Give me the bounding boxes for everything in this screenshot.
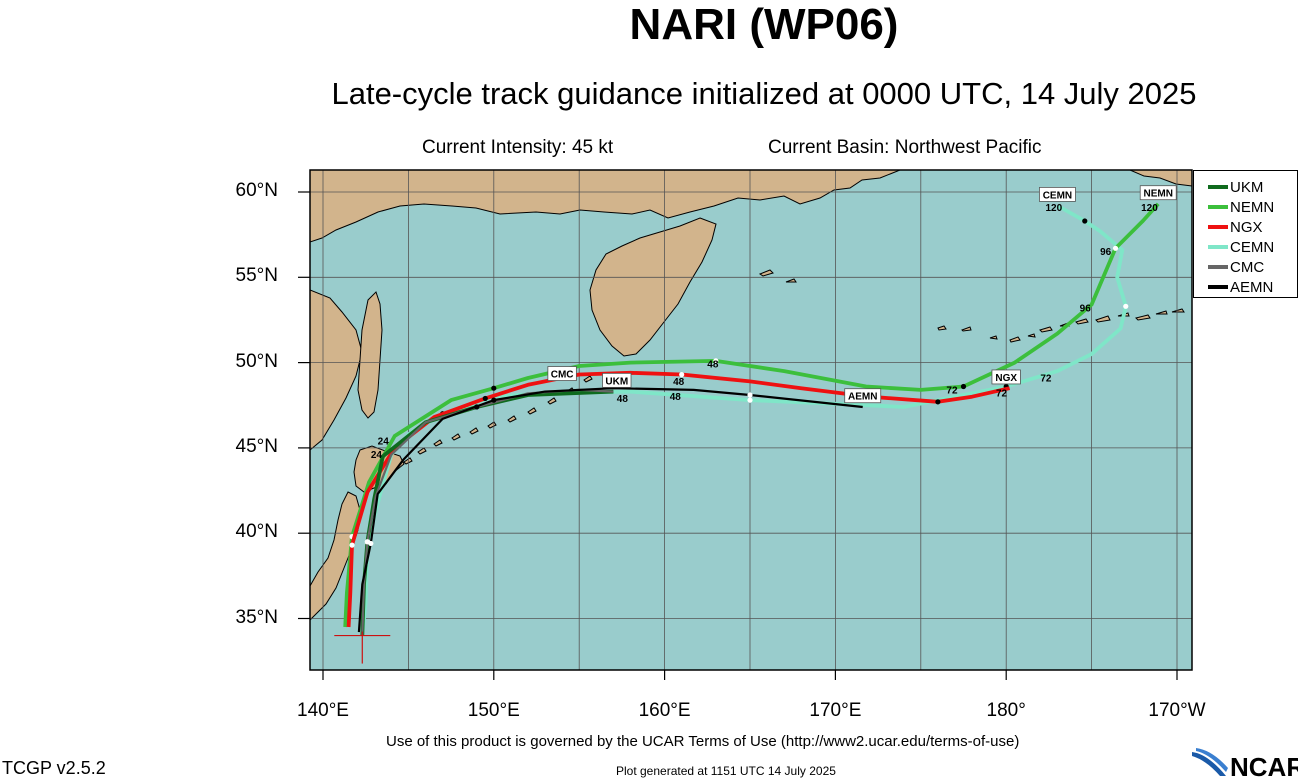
legend-item-cemn: CEMN [1208, 237, 1274, 257]
axis-ticks [298, 191, 1178, 680]
land-siberia [310, 170, 901, 243]
forecast-hour-label: 72 [996, 389, 1008, 400]
model-name-text: UKM [605, 376, 628, 387]
current-intensity: Current Intensity: 45 kt [422, 137, 614, 158]
forecast-hour-label: 24 [371, 450, 383, 461]
ocean-area [310, 170, 1192, 670]
model-name-text: CMC [551, 370, 574, 381]
model-name-box: NGX [991, 369, 1021, 385]
track-labels: 72 120 48 72 96 96 120 48 72 48 48 24 24 CEMN NEMN CMC U… [371, 185, 1177, 461]
current-position-marker [334, 631, 391, 664]
track-marker [1082, 218, 1088, 224]
legend-swatch [1208, 265, 1228, 269]
forecast-hour-label: 120 [1045, 203, 1062, 214]
version-label: TCGP v2.5.2 [2, 758, 106, 778]
map-frame [309, 169, 1193, 671]
model-name-text: NGX [995, 373, 1017, 384]
legend-swatch [1208, 285, 1228, 289]
track-marker [747, 392, 753, 398]
track-marker [1123, 303, 1129, 309]
legend: UKM NEMN NGX CEMN CMC AEMN [1193, 170, 1298, 298]
track-ngx [346, 370, 1011, 628]
track-marker [935, 399, 941, 405]
page-title: NARI (WP06) [629, 0, 899, 49]
x-tick-label: 170°E [809, 700, 862, 721]
land-kamchatka [589, 217, 717, 357]
model-name-text: AEMN [848, 392, 877, 403]
x-tick-label: 180° [986, 700, 1026, 721]
track-marker [349, 542, 355, 548]
grid-lines [310, 170, 1192, 670]
legend-item-ngx: NGX [1208, 217, 1263, 237]
track-lines [343, 202, 1160, 636]
x-tick-label: 150°E [467, 700, 520, 721]
track-marker [679, 371, 685, 378]
track-aemn [357, 387, 863, 633]
x-tick-label: 170°W [1148, 700, 1206, 721]
legend-item-nemn: NEMN [1208, 197, 1274, 217]
generated-timestamp: Plot generated at 1151 UTC 14 July 2025 [616, 764, 836, 778]
legend-item-cmc: CMC [1208, 257, 1264, 277]
legend-label: NGX [1230, 218, 1263, 236]
model-name-text: CEMN [1043, 190, 1072, 201]
legend-swatch [1208, 185, 1228, 189]
model-name-box: CMC [547, 366, 577, 381]
forecast-hour-label: 96 [1080, 303, 1092, 314]
legend-swatch [1208, 225, 1228, 229]
forecast-hour-label: 48 [707, 360, 719, 371]
forecast-hour-label: 96 [1100, 247, 1112, 258]
terms-notice: Use of this product is governed by the U… [386, 733, 1020, 750]
land-sakhalin [357, 291, 383, 419]
land-alaska [1129, 170, 1192, 187]
legend-swatch [1208, 245, 1228, 249]
track-marker [713, 358, 719, 364]
forecast-hour-label: 48 [670, 392, 682, 403]
x-tick-label: 160°E [638, 700, 691, 721]
legend-label: AEMN [1230, 278, 1274, 296]
legend-item-aemn: AEMN [1208, 277, 1273, 297]
track-marker [1112, 245, 1119, 251]
legend-label: NEMN [1230, 198, 1275, 216]
forecast-hour-label: 48 [617, 394, 629, 405]
legend-swatch [1208, 205, 1228, 209]
ncar-logo: NCAR [1192, 748, 1298, 780]
track-marker [747, 397, 753, 403]
legend-label: CEMN [1230, 238, 1275, 256]
model-name-box: CEMN [1039, 187, 1076, 202]
y-tick-label: 60°N [235, 180, 278, 201]
ncar-logo-text: NCAR [1230, 752, 1298, 780]
forecast-hour-label: 120 [1141, 203, 1158, 214]
forecast-hour-label: 72 [1040, 373, 1052, 384]
model-name-box: AEMN [844, 388, 882, 404]
forecast-hour-label: 24 [378, 436, 390, 447]
legend-label: CMC [1230, 258, 1265, 276]
y-tick-label: 40°N [235, 521, 278, 543]
model-name-box: UKM [602, 372, 632, 388]
forecast-hour-label: 48 [673, 377, 685, 388]
model-name-box: NEMN [1139, 185, 1177, 201]
legend-label: UKM [1230, 178, 1264, 196]
x-tick-label: 140°E [297, 700, 349, 721]
track-marker [491, 397, 497, 403]
y-tick-label: 55°N [235, 265, 278, 287]
current-basin: Current Basin: Northwest Pacific [768, 137, 1042, 158]
track-marker [368, 540, 374, 547]
forecast-hour-label: 72 [946, 385, 958, 396]
y-tick-label: 35°N [235, 606, 278, 628]
track-marker [482, 395, 488, 402]
model-name-text: NEMN [1143, 189, 1172, 200]
page-subtitle: Late-cycle track guidance initialized at… [331, 76, 1197, 111]
y-tick-label: 45°N [235, 435, 278, 457]
land-aleutians [758, 269, 1185, 343]
track-marker [491, 385, 497, 391]
legend-item-ukm: UKM [1208, 177, 1263, 197]
track-marker [960, 383, 967, 390]
y-tick-label: 50°N [235, 350, 278, 372]
